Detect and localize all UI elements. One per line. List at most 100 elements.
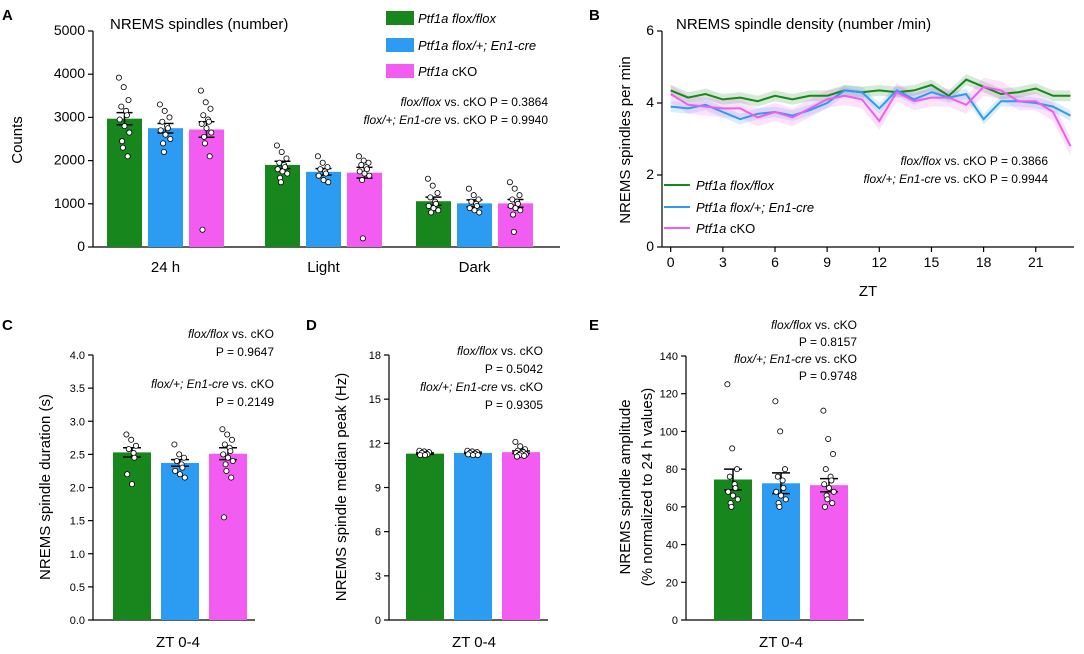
bar-c-cko xyxy=(209,453,247,620)
data-point-c-flox-1 xyxy=(128,436,135,443)
data-point-c-cko-5 xyxy=(227,448,234,455)
panel-label-c: C xyxy=(2,317,13,334)
data-point-c-flox-6 xyxy=(124,471,131,478)
data-point-a-cko-0-3 xyxy=(200,112,207,119)
data-point-e-het-7 xyxy=(778,492,785,499)
data-point-a-cko-2-3 xyxy=(509,196,516,203)
data-point-e-cko-2 xyxy=(830,451,837,458)
data-point-c-cko-8 xyxy=(229,457,236,464)
y-tick-label-b-3: 6 xyxy=(646,22,654,38)
data-point-e-flox-1 xyxy=(729,445,736,452)
data-point-a-het-2-8 xyxy=(476,209,483,216)
panel-label-a: A xyxy=(2,7,13,24)
stat-line-3-c: flox/+; En1-cre vs. cKO xyxy=(151,377,274,391)
y-axis-label-e-line1: NREMS spindle amplitude xyxy=(617,399,634,574)
y-tick-label-c-7: 3.5 xyxy=(70,383,85,395)
data-point-a-het-2-1 xyxy=(470,192,477,199)
y-tick-label-d-2: 6 xyxy=(375,527,381,539)
data-point-e-flox-3 xyxy=(726,473,733,480)
bar-d-flox xyxy=(406,453,444,620)
data-point-a-het-1-8 xyxy=(325,179,332,186)
data-point-a-flox-1-0 xyxy=(273,142,280,149)
data-point-e-het-2 xyxy=(782,466,789,473)
y-axis-label-c: NREMS spindle duration (s) xyxy=(37,394,54,580)
legend-label-het: Ptf1a flox/+; En1-cre xyxy=(418,38,536,53)
y-tick-label-e-2: 40 xyxy=(666,540,678,552)
series-line-b-cko xyxy=(670,85,1072,147)
stat-line-4-c: P = 0.2149 xyxy=(216,395,274,409)
y-tick-label-d-6: 18 xyxy=(369,350,381,362)
legend-swatch-het xyxy=(386,38,414,52)
legend-label-het-b: Ptf1a flox/+; En1-cre xyxy=(696,200,814,215)
legend-b: Ptf1a flox/flox Ptf1a flox/+; En1-cre Pt… xyxy=(664,178,814,236)
data-point-a-flox-1-8 xyxy=(284,170,291,177)
data-point-c-het-8 xyxy=(181,474,188,481)
bar-c-het xyxy=(161,462,199,620)
data-point-a-cko-0-6 xyxy=(198,120,205,127)
panel-label-d: D xyxy=(306,317,317,334)
data-point-a-flox-0-3 xyxy=(118,103,125,110)
data-point-a-cko-0-11 xyxy=(206,153,213,160)
data-point-a-het-1-3 xyxy=(317,166,324,173)
data-point-c-het-5 xyxy=(179,464,186,471)
y-tick-label-a-0: 0 xyxy=(77,238,85,254)
stat-line-1-d: flox/flox vs. cKO xyxy=(457,344,543,358)
panel-d: D NREMS spindle median peak (Hz) ZT 0-4 … xyxy=(306,317,548,651)
y-tick-label-a-4: 4000 xyxy=(54,65,85,81)
data-point-a-cko-0-8 xyxy=(208,129,215,136)
data-point-a-cko-2-9 xyxy=(510,211,517,218)
data-point-a-cko-1-9 xyxy=(359,177,366,184)
data-point-c-cko-12 xyxy=(220,514,227,521)
data-point-e-flox-5 xyxy=(732,484,739,491)
data-point-e-flox-10 xyxy=(728,503,735,510)
y-tick-label-b-2: 4 xyxy=(646,94,654,110)
data-point-c-cko-7 xyxy=(224,454,231,461)
panel-e: E NREMS spindle amplitude (% normalized … xyxy=(589,317,864,651)
data-point-a-flox-1-7 xyxy=(279,168,286,175)
sem-band-b-het xyxy=(670,85,1071,125)
y-tick-label-e-3: 60 xyxy=(666,502,678,514)
x-tick-label-b-2: 6 xyxy=(771,254,779,270)
stat-line-2-e: P = 0.8157 xyxy=(799,335,857,349)
y-tick-label-c-6: 3.0 xyxy=(70,416,85,428)
stat-line-2-b: flox/+; En1-cre vs. cKO P = 0.9944 xyxy=(863,172,1048,186)
data-point-a-flox-0-7 xyxy=(121,123,128,130)
data-point-e-cko-10 xyxy=(824,496,831,503)
data-point-a-cko-2-10 xyxy=(510,228,517,235)
data-point-a-flox-1-2 xyxy=(283,155,290,162)
series-line-b-het xyxy=(670,89,1071,121)
y-tick-label-a-5: 5000 xyxy=(54,22,85,38)
legend-label-cko: Ptf1a cKO xyxy=(418,64,477,79)
data-point-a-cko-0-7 xyxy=(203,125,210,132)
data-point-c-het-6 xyxy=(172,467,179,474)
data-point-e-cko-8 xyxy=(830,488,837,495)
data-point-a-cko-0-1 xyxy=(202,99,209,106)
data-point-a-flox-0-11 xyxy=(124,153,131,160)
y-tick-label-d-1: 3 xyxy=(375,571,381,583)
data-point-c-het-1 xyxy=(176,451,183,458)
x-tick-label-b-7: 21 xyxy=(1028,254,1044,270)
data-point-a-flox-1-3 xyxy=(276,159,283,166)
data-point-a-cko-1-6 xyxy=(356,168,363,175)
y-tick-label-a-1: 1000 xyxy=(54,195,85,211)
data-point-a-flox-0-6 xyxy=(116,116,123,123)
data-point-e-het-1 xyxy=(777,428,784,435)
data-point-a-het-0-10 xyxy=(160,148,167,155)
data-point-e-cko-7 xyxy=(826,484,833,491)
data-point-e-flox-8 xyxy=(734,496,741,503)
data-point-c-cko-2 xyxy=(228,436,235,443)
data-point-e-het-6 xyxy=(773,488,780,495)
bar-a-cko-0 xyxy=(189,129,224,247)
data-point-a-flox-1-6 xyxy=(274,166,281,173)
y-tick-label-e-6: 120 xyxy=(660,389,678,401)
bar-a-cko-1 xyxy=(347,172,382,247)
data-point-a-het-0-0 xyxy=(156,101,163,108)
data-point-e-flox-0 xyxy=(724,381,731,388)
panel-a: A NREMS spindles (number) Counts Ptf1a f… xyxy=(2,7,560,276)
x-axis-label-b: ZT xyxy=(859,283,877,300)
data-point-a-het-2-7 xyxy=(471,207,478,214)
panel-b: B NREMS spindle density (number /min) NR… xyxy=(589,7,1074,300)
x-axis-label-d: ZT 0-4 xyxy=(452,634,496,651)
bar-e-flox xyxy=(714,479,752,620)
